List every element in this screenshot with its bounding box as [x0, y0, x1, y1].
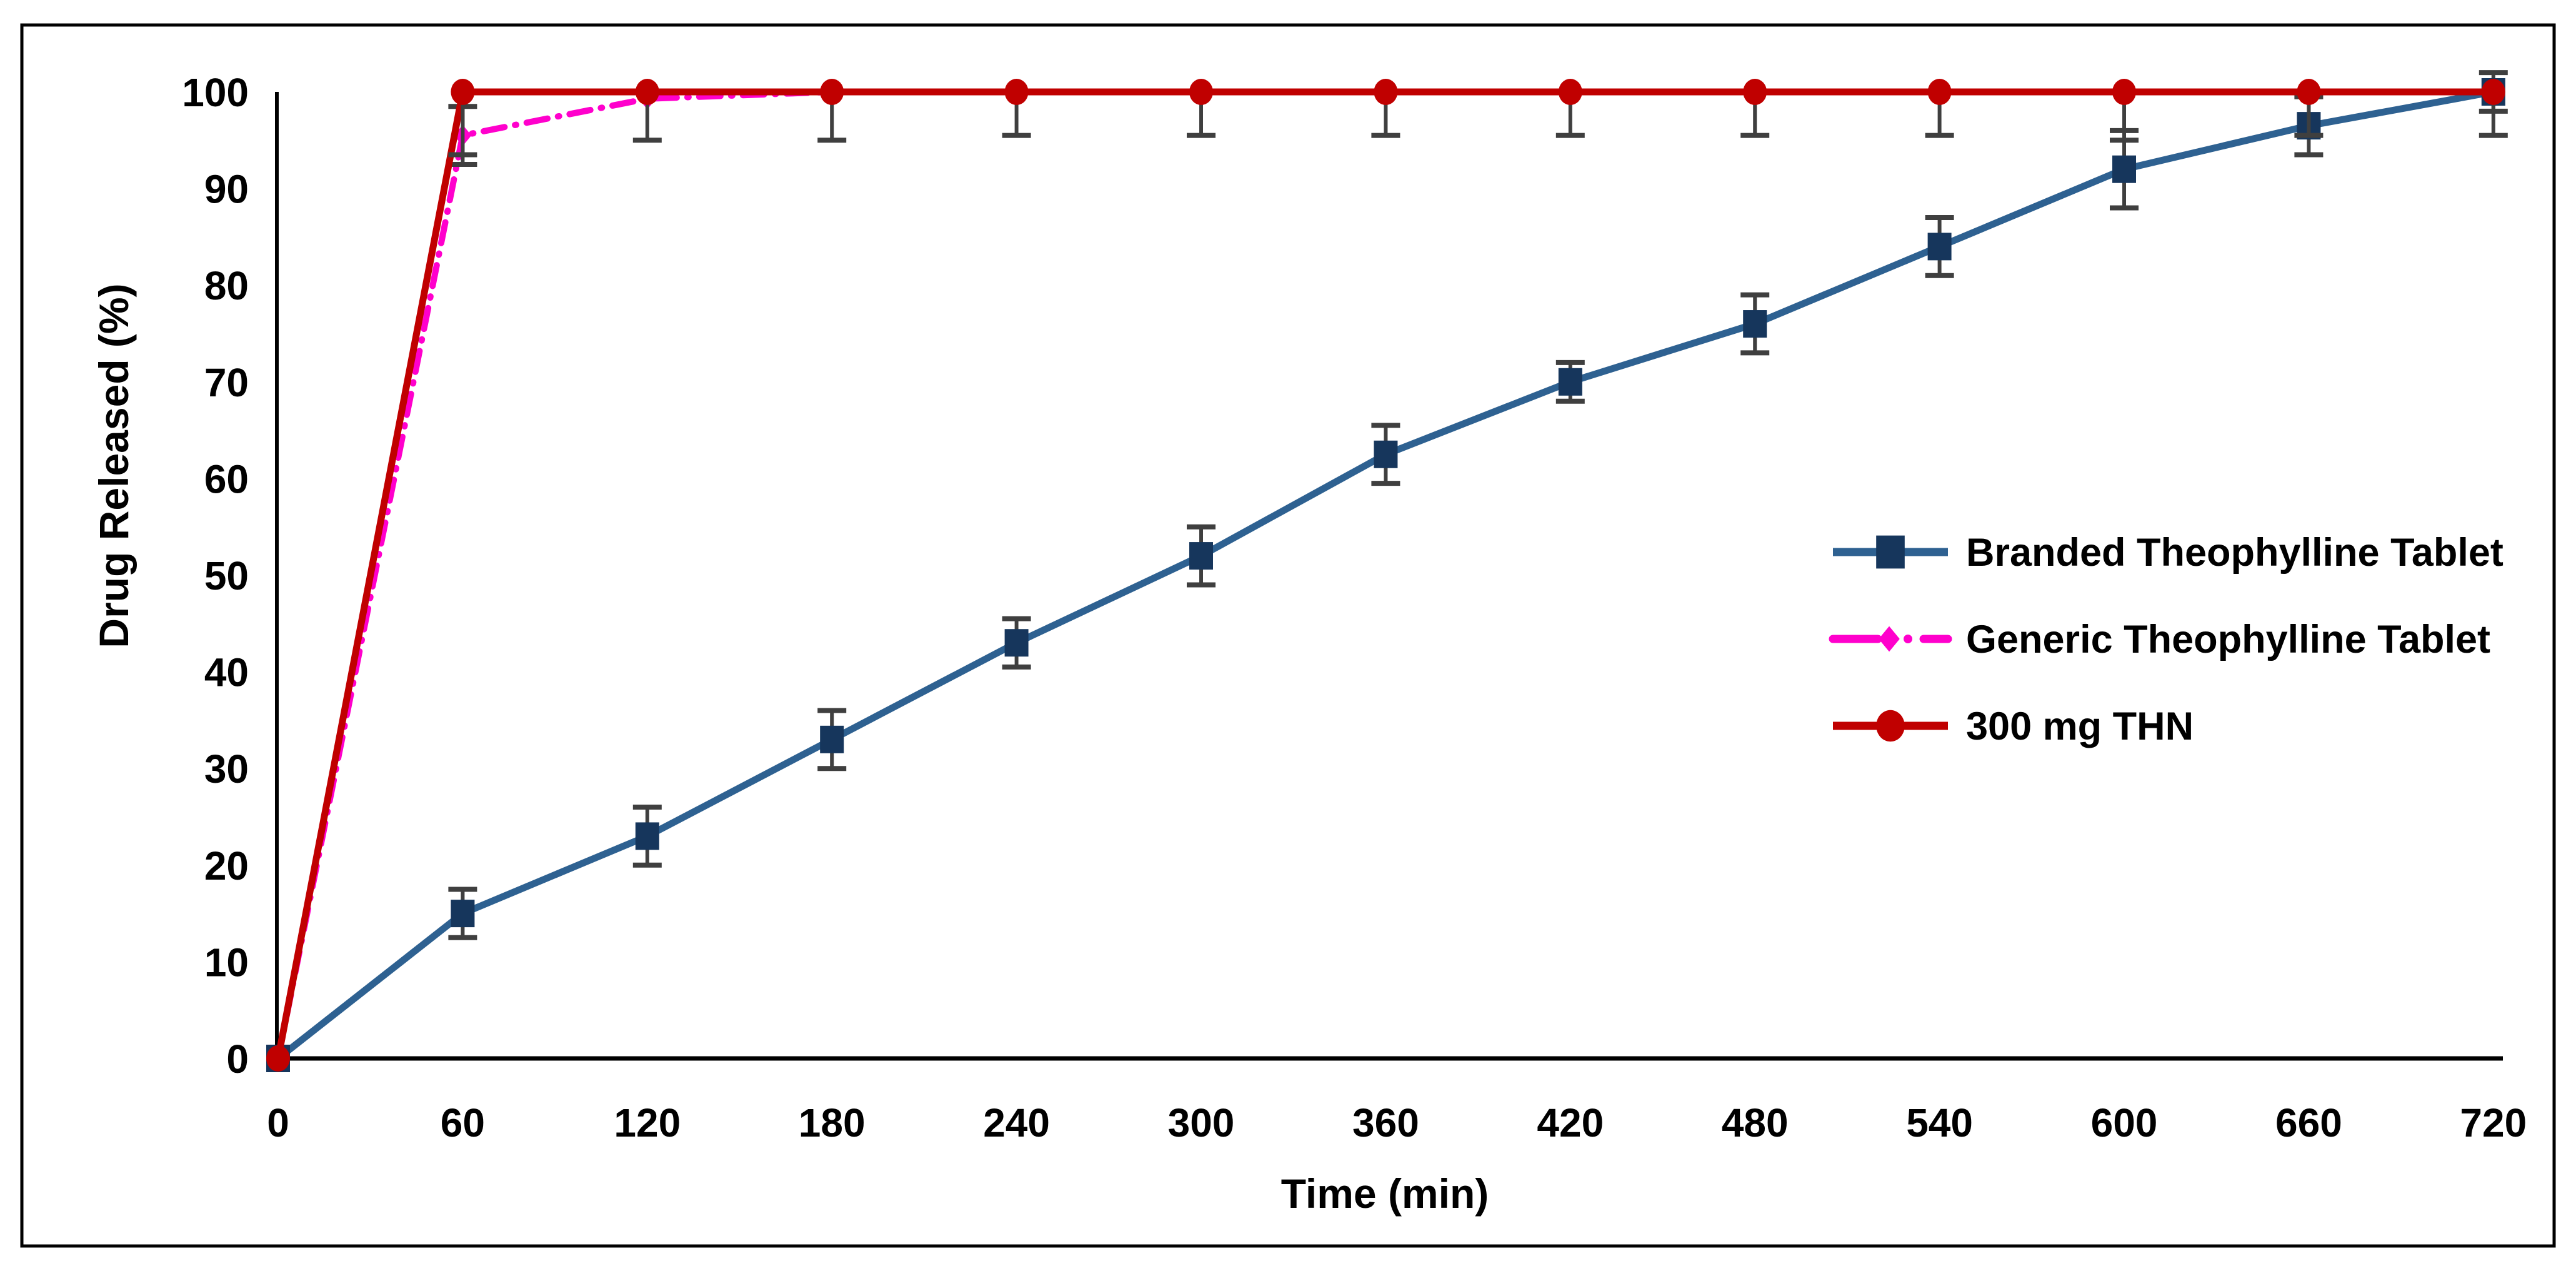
y-tick-label: 50	[204, 553, 249, 598]
y-tick-label: 0	[226, 1037, 249, 1082]
x-tick-label: 660	[2275, 1100, 2342, 1145]
x-tick-label: 540	[1906, 1100, 1973, 1145]
x-tick-label: 360	[1352, 1100, 1419, 1145]
data-point-marker-300-mg-thn	[2481, 79, 2505, 105]
legend-marker-circle	[1876, 710, 1905, 742]
y-tick-label: 70	[204, 360, 249, 405]
y-tick-label: 10	[204, 940, 249, 985]
data-point-marker-300-mg-thn	[1189, 79, 1213, 105]
data-point-marker-branded-theophylline-tablet	[635, 822, 659, 850]
chart-legend: Branded Theophylline Tablet Generic Theop…	[1829, 531, 2504, 748]
data-point-marker-300-mg-thn	[266, 1045, 290, 1072]
x-tick-label: 0	[267, 1100, 289, 1145]
y-tick-label: 40	[204, 650, 249, 695]
legend-dot-sample	[1904, 635, 1912, 643]
legend-marker-diamond	[1879, 626, 1900, 652]
x-tick-label: 420	[1537, 1100, 1604, 1145]
y-tick-label: 90	[204, 167, 249, 212]
data-point-marker-branded-theophylline-tablet	[451, 900, 475, 928]
x-tick-label: 480	[1722, 1100, 1789, 1145]
legend-item-branded-theophylline-tablet: Branded Theophylline Tablet	[1833, 531, 2504, 575]
data-point-marker-300-mg-thn	[1927, 79, 1952, 105]
data-point-marker-branded-theophylline-tablet	[2112, 155, 2136, 183]
x-tick-label: 180	[799, 1100, 866, 1145]
legend-item-300-mg-thn: 300 mg THN	[1833, 705, 2194, 748]
x-tick-label: 720	[2460, 1100, 2527, 1145]
chart-frame-border	[20, 23, 2556, 1248]
data-point-marker-300-mg-thn	[1558, 79, 1582, 105]
x-tick-label: 300	[1168, 1100, 1235, 1145]
plot-layer: 0 10 20 30 40 50 60 70 80 90 100 0 60 120 180 240 300 360…	[182, 70, 2527, 1145]
data-point-marker-300-mg-thn	[635, 79, 659, 105]
data-point-marker-300-mg-thn	[1004, 79, 1029, 105]
data-point-marker-300-mg-thn	[1374, 79, 1398, 105]
data-point-marker-300-mg-thn	[2112, 79, 2136, 105]
legend-label: 300 mg THN	[1966, 705, 2194, 748]
y-tick-label: 100	[182, 70, 249, 115]
data-point-marker-branded-theophylline-tablet	[1558, 368, 1582, 396]
y-tick-label: 60	[204, 456, 249, 501]
data-point-marker-300-mg-thn	[1743, 79, 1767, 105]
y-tick-label: 30	[204, 746, 249, 791]
data-point-marker-branded-theophylline-tablet	[1004, 629, 1029, 657]
data-point-marker-300-mg-thn	[451, 79, 475, 105]
data-point-marker-300-mg-thn	[2297, 79, 2321, 105]
legend-label: Branded Theophylline Tablet	[1966, 531, 2504, 575]
legend-item-generic-theophylline-tablet: Generic Theophylline Tablet	[1829, 618, 2490, 661]
legend-marker-square	[1876, 535, 1905, 569]
series-branded-theophylline-tablet	[266, 70, 2508, 1072]
series-300-mg-thn	[266, 79, 2508, 1072]
y-tick-label: 20	[204, 843, 249, 888]
y-tick-label: 80	[204, 263, 249, 308]
data-point-marker-branded-theophylline-tablet	[1927, 233, 1952, 261]
x-tick-label: 120	[614, 1100, 681, 1145]
data-point-marker-branded-theophylline-tablet	[820, 725, 844, 753]
data-point-marker-branded-theophylline-tablet	[1743, 310, 1767, 338]
x-tick-label: 600	[2091, 1100, 2158, 1145]
x-axis-title: Time (min)	[1281, 1170, 1489, 1217]
data-point-marker-branded-theophylline-tablet	[1374, 440, 1398, 468]
x-tick-label: 240	[983, 1100, 1050, 1145]
data-point-marker-300-mg-thn	[820, 79, 844, 105]
data-point-marker-branded-theophylline-tablet	[1189, 542, 1213, 570]
y-axis-title: Drug Released (%)	[91, 283, 137, 648]
legend-label: Generic Theophylline Tablet	[1966, 618, 2490, 661]
x-tick-label: 60	[441, 1100, 485, 1145]
